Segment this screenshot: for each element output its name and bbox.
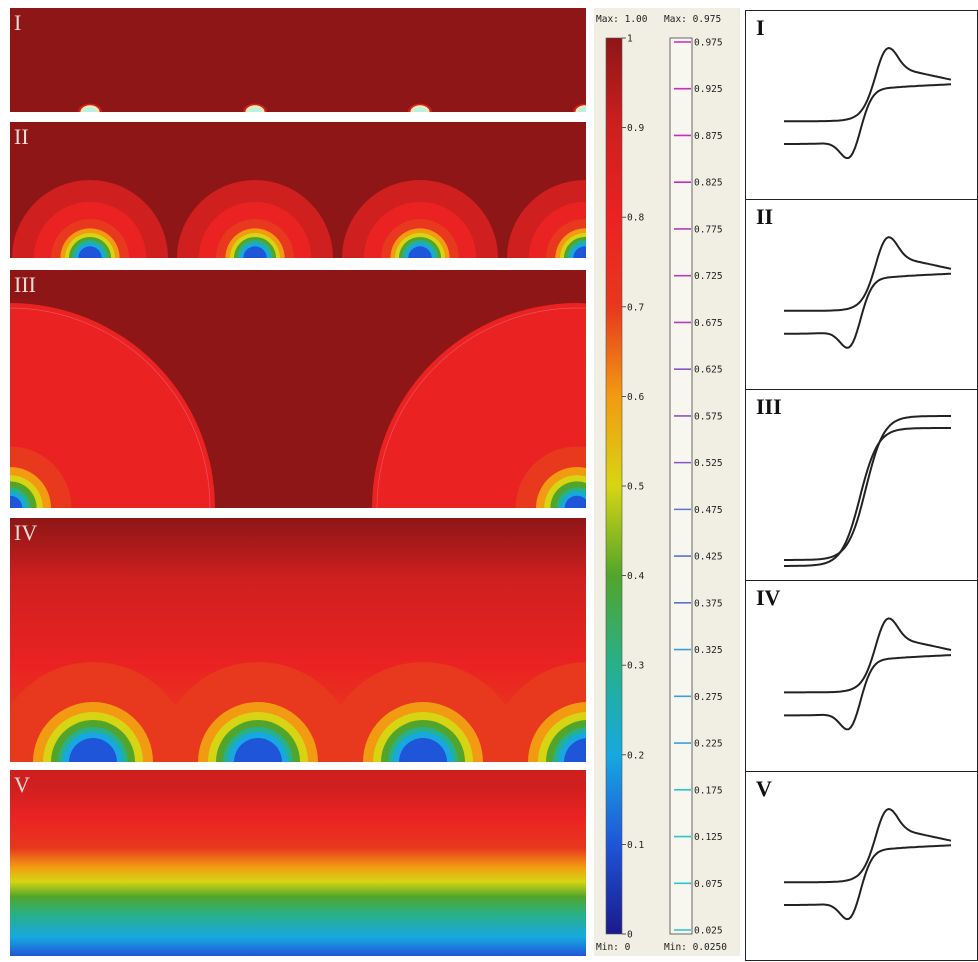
- main-tick-label: 0.5: [627, 482, 644, 493]
- contour-line: [376, 307, 586, 508]
- contour-min-label: Min: 0.0250: [664, 942, 727, 953]
- panel-label-v: V: [14, 772, 30, 797]
- forward-sweep: [784, 617, 952, 694]
- concentration-panel-iii: III: [10, 270, 586, 508]
- voltammogram-ii: II: [745, 199, 978, 390]
- cv-curve-iv: [784, 617, 952, 731]
- reverse-sweep: [784, 272, 952, 349]
- concentration-map-iv: [10, 518, 586, 762]
- contour-tick-label: 0.075: [694, 879, 723, 890]
- concentration-contour: [408, 246, 432, 258]
- panel-label-iii: III: [14, 272, 36, 297]
- cv-curve-iii: [784, 415, 951, 567]
- main-tick-label: 0.6: [627, 392, 644, 403]
- contour-tick-label: 0.975: [694, 38, 723, 49]
- forward-sweep: [784, 236, 952, 312]
- contour-tick-label: 0.375: [694, 598, 723, 609]
- main-tick-label: 0.3: [627, 661, 644, 672]
- concentration-contour: [399, 738, 447, 762]
- main-colorbar: [605, 37, 623, 935]
- forward-sweep: [784, 415, 951, 561]
- main-tick-label: 0.2: [627, 750, 644, 761]
- colorbar-legend: Max: 1.00 Min: 0 Max: 0.975 Min: 0.0250 …: [594, 8, 740, 956]
- main-tick-label: 0: [627, 930, 633, 941]
- contour-tick-label: 0.225: [694, 739, 723, 750]
- voltammogram-iii: III: [745, 389, 978, 581]
- contour-tick-label: 0.925: [694, 84, 723, 95]
- reverse-sweep: [784, 427, 951, 567]
- reverse-sweep: [784, 83, 952, 160]
- concentration-map-i: [10, 8, 586, 112]
- cv-curve-v: [784, 807, 952, 921]
- concentration-contour: [10, 495, 23, 508]
- main-tick-label: 1: [627, 34, 633, 45]
- contour-tick-label: 0.575: [694, 411, 723, 422]
- cv-label-v: V: [756, 776, 772, 801]
- contour-colorbar: [669, 37, 693, 935]
- concentration-panel-v: V: [10, 770, 586, 956]
- main-tick-label: 0.1: [627, 840, 644, 851]
- contour-tick-label: 0.425: [694, 552, 723, 563]
- cv-label-i: I: [756, 15, 765, 40]
- concentration-panel-ii: II: [10, 122, 586, 258]
- concentration-map-iii: [10, 270, 586, 508]
- main-tick-label: 0.8: [627, 213, 644, 224]
- main-tick-label: 0.9: [627, 123, 644, 134]
- contour-max-label: Max: 0.975: [664, 14, 721, 25]
- panel-label-i: I: [14, 10, 22, 35]
- contour-tick-label: 0.275: [694, 692, 723, 703]
- concentration-contour: [234, 738, 282, 762]
- main-tick-label: 0.4: [627, 571, 644, 582]
- forward-sweep: [784, 807, 952, 884]
- main-tick-label: 0.7: [627, 302, 644, 313]
- contour-tick-label: 0.675: [694, 318, 723, 329]
- concentration-map-v: [10, 770, 586, 956]
- concentration-panel-i: I: [10, 8, 586, 112]
- contour-tick-label: 0.025: [694, 926, 723, 937]
- cv-label-iii: III: [756, 394, 782, 419]
- contour-tick-label: 0.775: [694, 224, 723, 235]
- cv-label-iv: IV: [756, 585, 781, 610]
- concentration-contour: [78, 246, 102, 258]
- main-min-label: Min: 0: [596, 942, 631, 953]
- concentration-map-ii: [10, 122, 586, 258]
- cv-curve-ii: [784, 236, 952, 349]
- voltammogram-i: I: [745, 10, 978, 200]
- concentration-contour: [578, 107, 586, 112]
- concentration-contour: [564, 738, 586, 762]
- cv-curve-i: [784, 46, 952, 160]
- contour-tick-label: 0.475: [694, 505, 723, 516]
- contour-tick-label: 0.525: [694, 458, 723, 469]
- contour-tick-label: 0.875: [694, 131, 723, 142]
- panel-label-iv: IV: [14, 520, 38, 545]
- voltammogram-iv: IV: [745, 580, 978, 772]
- contour-tick-label: 0.625: [694, 365, 723, 376]
- contour-tick-label: 0.825: [694, 178, 723, 189]
- contour-tick-label: 0.175: [694, 785, 723, 796]
- colorbar-svg: Max: 1.00 Min: 0 Max: 0.975 Min: 0.0250 …: [596, 14, 727, 953]
- reverse-sweep: [784, 844, 952, 921]
- contour-tick-label: 0.325: [694, 645, 723, 656]
- main-max-label: Max: 1.00: [596, 14, 648, 25]
- contour-tick-label: 0.125: [694, 832, 723, 843]
- concentration-contour: [69, 738, 117, 762]
- voltammogram-v: V: [745, 771, 978, 961]
- concentration-contour: [243, 246, 267, 258]
- concentration-contour: [413, 107, 427, 112]
- concentration-contour: [564, 495, 586, 508]
- contour-tick-label: 0.725: [694, 271, 723, 282]
- reverse-sweep: [784, 654, 952, 731]
- concentration-contour: [573, 246, 586, 258]
- concentration-contour: [83, 107, 97, 112]
- panel-label-ii: II: [14, 124, 29, 149]
- concentration-panel-iv: IV: [10, 518, 586, 762]
- forward-sweep: [784, 46, 952, 123]
- concentration-contour: [248, 107, 262, 112]
- cv-label-ii: II: [756, 204, 774, 229]
